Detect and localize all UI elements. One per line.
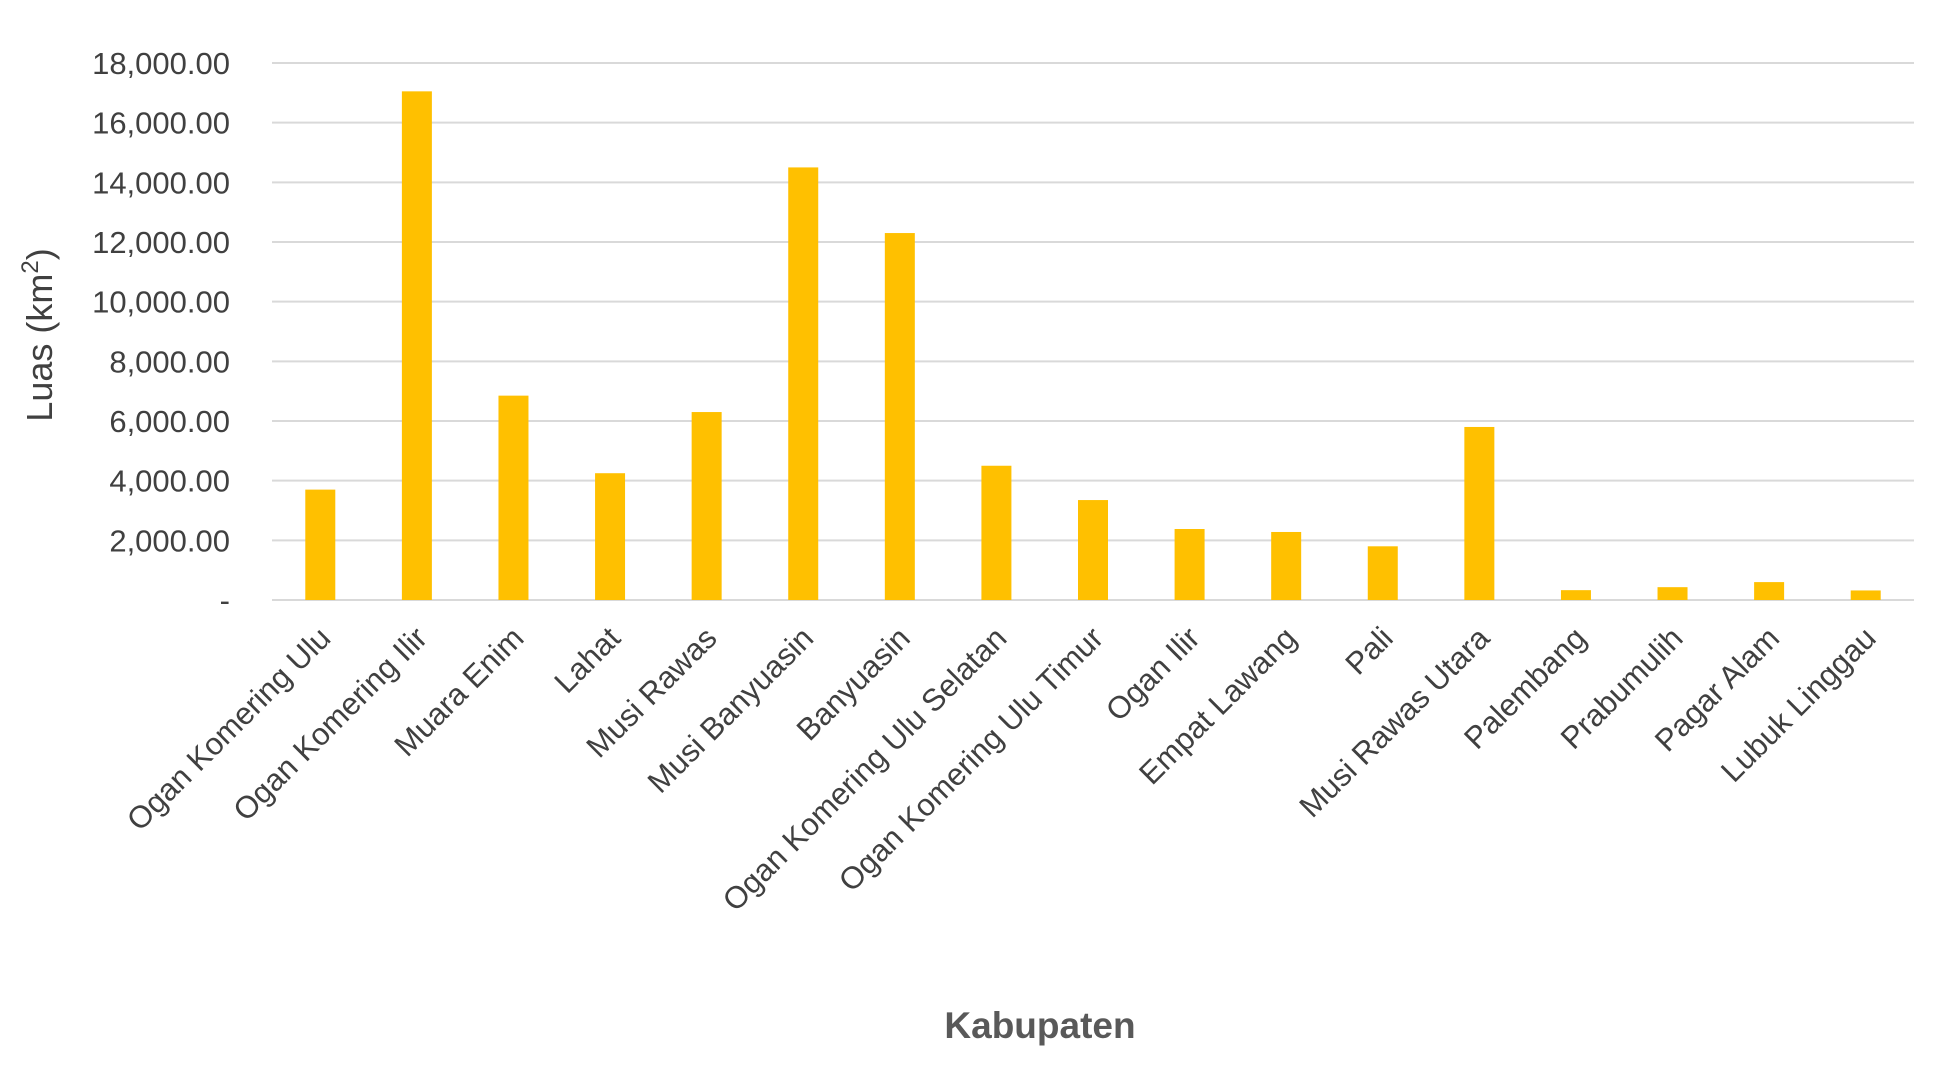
y-tick-label: 12,000.00 [92, 225, 230, 260]
y-tick-label: 2,000.00 [109, 523, 230, 558]
bar [401, 91, 432, 600]
bar [1271, 531, 1302, 600]
y-tick-label: - [220, 583, 230, 618]
bar [884, 233, 915, 601]
bar [981, 465, 1012, 600]
y-tick-label: 10,000.00 [92, 285, 230, 320]
bar [1367, 546, 1398, 600]
x-category-label: Lahat [547, 620, 627, 700]
bar [1464, 426, 1495, 600]
y-tick-label: 4,000.00 [109, 464, 230, 499]
bar [1657, 587, 1688, 600]
y-tick-label: 8,000.00 [109, 344, 230, 379]
bar [305, 489, 336, 600]
bar [1560, 590, 1591, 600]
bar [498, 395, 529, 600]
y-tick-label: 18,000.00 [92, 46, 230, 81]
x-axis-title: Kabupaten [944, 1005, 1135, 1046]
bar [788, 167, 819, 600]
bar [1850, 590, 1881, 600]
x-category-label: Pali [1338, 620, 1399, 681]
bars [305, 91, 1881, 601]
y-tick-label: 16,000.00 [92, 106, 230, 141]
bar [1078, 500, 1108, 600]
y-axis-title: Luas (km2) [17, 248, 60, 421]
x-category-label: Musi Banyuasin [641, 620, 820, 799]
gridlines [272, 62, 1914, 601]
bar [595, 473, 626, 600]
y-tick-label: 6,000.00 [109, 404, 230, 439]
bar [691, 412, 722, 600]
bar [1754, 582, 1785, 600]
bar [1174, 528, 1205, 600]
y-tick-label: 14,000.00 [92, 165, 230, 200]
y-tick-labels: - 2,000.00 4,000.00 6,000.00 8,000.00 10,000.… [92, 46, 230, 618]
